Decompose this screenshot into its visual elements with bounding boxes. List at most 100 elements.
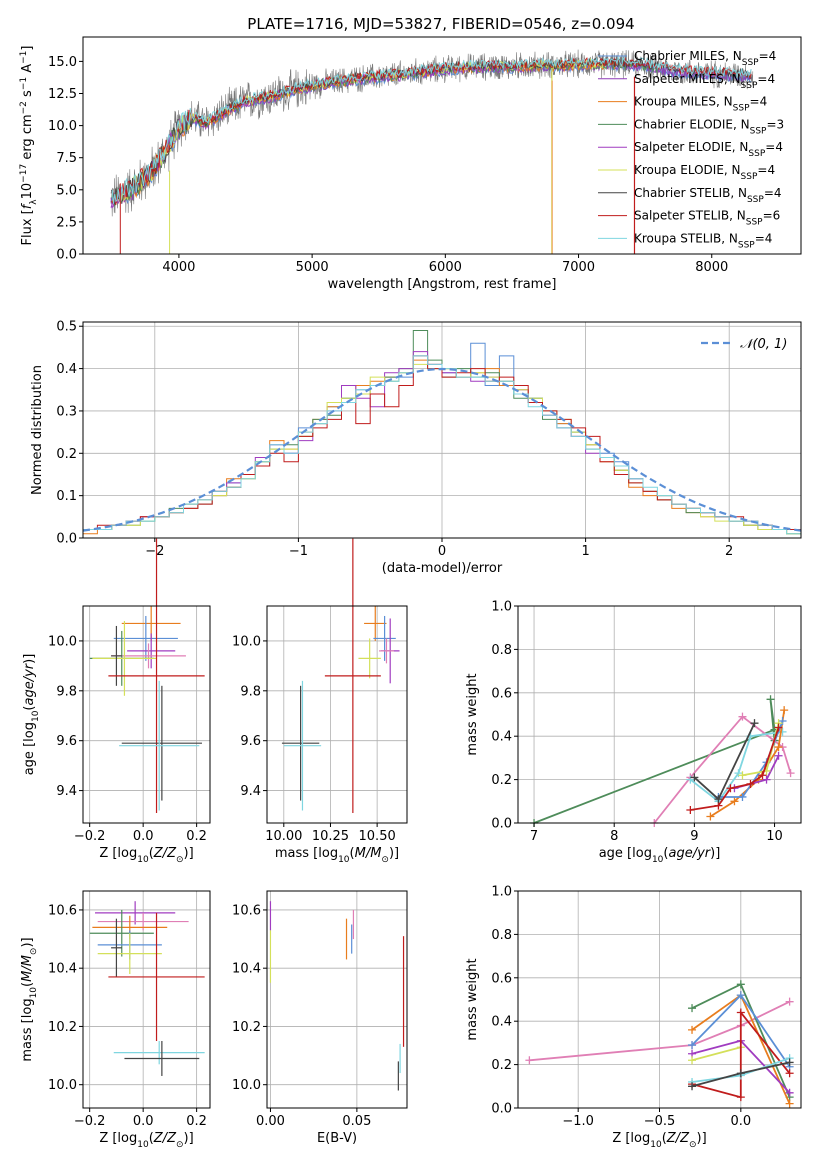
mass-weight-vs-age-panel: 7 8 9 10 0.0 0.2 0.4 0.6 0.8 1.0 age [log10(age/yr…	[465, 600, 802, 865]
y-tick-label: 10.0	[232, 634, 261, 649]
errorbar-point	[108, 538, 205, 814]
model-spectrum-line	[111, 55, 752, 204]
y-axis-label: age [log10(age/yr)]	[22, 654, 41, 776]
mass-weight-marker	[738, 771, 747, 780]
x-axis-label: wavelength [Angstrom, rest frame]	[328, 277, 557, 292]
y-tick-label: 0.1	[56, 489, 77, 504]
mass-weight-marker	[774, 751, 783, 760]
x-tick-label: 8	[610, 829, 618, 844]
mass-weight-marker	[736, 1093, 745, 1102]
x-tick-label: 0.00	[256, 1114, 285, 1129]
errorbar-point	[111, 918, 122, 977]
x-tick-label: 0.0	[730, 1114, 751, 1129]
y-tick-label: 0.0	[56, 248, 77, 263]
mass-weight-marker	[774, 743, 783, 752]
model-spectrum-line	[110, 57, 752, 205]
x-tick-label: −0.2	[74, 1114, 106, 1129]
x-tick-label: 0.0	[133, 829, 154, 844]
axes-frame	[266, 890, 408, 1109]
mass-weight-marker	[706, 812, 715, 821]
errorbar-point	[97, 933, 162, 975]
mass-weight-marker	[525, 1056, 534, 1065]
x-tick-label: 7000	[562, 260, 595, 275]
x-tick-label: 0.0	[133, 1114, 154, 1129]
mass-weight-marker	[688, 1004, 697, 1013]
spectrum-panel: 4000 5000 6000 7000 8000 0.0 2.5 5.0 7.5 10.0 12.5…	[19, 36, 802, 292]
errorbar-point	[324, 538, 381, 814]
mass-weight-marker	[736, 1069, 745, 1078]
legend-label: Salpeter ELODIE, NSSP=4	[634, 140, 783, 159]
axes-frame	[266, 605, 408, 824]
y-tick-label: 0.2	[56, 447, 77, 462]
y-tick-label: 0.4	[491, 1015, 512, 1030]
plots-container: 4000 5000 6000 7000 80000.02.55.07.510.012.5…	[19, 36, 802, 1150]
axes-frame	[82, 890, 211, 1109]
x-tick-label: 0.2	[186, 829, 207, 844]
model-spectrum-line	[110, 59, 659, 206]
mass-weight-marker	[738, 792, 747, 801]
mass-weight-marker	[688, 1056, 697, 1065]
x-axis-label: (data-model)/error	[382, 561, 503, 576]
x-tick-label: 10.50	[359, 829, 396, 844]
y-tick-label: 0.4	[56, 362, 77, 377]
mass-weight-marker	[758, 771, 767, 780]
x-tick-label: −1.0	[562, 1114, 594, 1129]
age-vs-Z-panel: −0.2 0.0 0.2 9.4 9.6 9.8 10.0 Z [log10(Z/Z⊙)] ag…	[22, 538, 211, 865]
histogram-step-line	[82, 355, 801, 538]
mass-weight-marker	[786, 769, 795, 778]
axes-frame	[517, 605, 802, 824]
y-tick-label: 9.8	[240, 684, 261, 699]
legend-label: Chabrier STELIB, NSSP=4	[634, 186, 782, 205]
y-axis-label: mass weight	[465, 958, 480, 1040]
residuals-panel: −2 −1 0 1 2 0.0 0.1 0.2 0.3 0.4 0.5 (data-model)/er…	[30, 320, 802, 576]
legend-label: Kroupa MILES, NSSP=4	[634, 95, 767, 114]
mass-weight-marker	[734, 769, 743, 778]
mass-weight-marker	[736, 991, 745, 1000]
legend-label: Salpeter MILES, NSSP=4	[634, 72, 775, 91]
y-tick-label: 0.4	[491, 730, 512, 745]
mass-vs-Z-panel: −0.2 0.0 0.2 10.0 10.2 10.4 10.6 Z [log10(Z/Z⊙)…	[20, 890, 211, 1150]
y-tick-label: 9.4	[240, 784, 261, 799]
mass-weight-marker	[785, 1099, 794, 1108]
mass-weight-line	[690, 727, 780, 811]
mass-weight-marker	[736, 1008, 745, 1017]
mass-weight-marker	[746, 779, 755, 788]
y-tick-label: 0.5	[56, 320, 77, 335]
x-tick-label: 0	[438, 544, 446, 559]
x-tick-label: 10.25	[312, 829, 349, 844]
x-tick-label: 4000	[162, 260, 195, 275]
legend-label: Chabrier ELODIE, NSSP=3	[634, 117, 784, 136]
figure-title: PLATE=1716, MJD=53827, FIBERID=0546, z=0…	[247, 15, 634, 33]
errorbar-point	[113, 1041, 205, 1065]
grid-lines	[267, 606, 407, 823]
mass-weight-marker	[785, 997, 794, 1006]
y-tick-label: 10.0	[48, 634, 77, 649]
y-tick-label: 0.3	[56, 404, 77, 419]
y-tick-label: 7.5	[56, 151, 77, 166]
legend-label: Chabrier MILES, NSSP=4	[634, 49, 776, 68]
y-tick-label: 9.6	[240, 734, 261, 749]
legend-label: Kroupa ELODIE, NSSP=4	[634, 163, 775, 182]
errorbar-point	[127, 633, 176, 669]
errorbar-point	[358, 638, 381, 679]
axes-frame	[82, 36, 802, 255]
y-tick-label: 10.2	[232, 1020, 261, 1035]
legend-label: Kroupa STELIB, NSSP=4	[634, 231, 772, 250]
x-tick-label: 5000	[296, 260, 329, 275]
y-axis-label: mass [log10(M/M⊙)]	[20, 937, 39, 1061]
x-tick-label: 8000	[695, 260, 728, 275]
errorbar-point	[379, 638, 394, 664]
y-tick-label: 0.8	[491, 928, 512, 943]
x-tick-label: 2	[725, 544, 733, 559]
y-tick-label: 10.4	[232, 962, 261, 977]
errorbar-point	[92, 620, 157, 696]
x-tick-label: 9	[690, 829, 698, 844]
errorbar-point	[111, 643, 186, 669]
y-tick-label: 9.8	[56, 684, 77, 699]
axes-frame	[82, 605, 211, 824]
mass-weight-marker	[766, 695, 775, 704]
y-tick-label: 1.0	[491, 885, 512, 900]
legend-label: 𝒩(0, 1)	[740, 337, 787, 352]
x-tick-label: 7	[530, 829, 538, 844]
